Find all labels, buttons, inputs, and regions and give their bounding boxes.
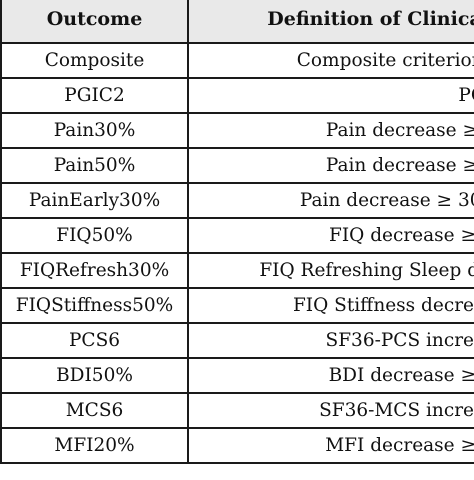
- header-definition: Definition of Clinica: [187, 0, 474, 44]
- outcome-cell: PCS6: [0, 322, 189, 359]
- outcome-cell: Composite: [0, 42, 189, 79]
- definition-cell: PGIC=1,2: [187, 77, 474, 114]
- definition-cell: FIQ Stiffness decre: [187, 287, 474, 324]
- outcome-cell: FIQRefresh30%: [0, 252, 189, 289]
- definition-cell: SF36-PCS incre: [187, 322, 474, 359]
- table-row: PCS6 SF36-PCS incre: [0, 322, 474, 359]
- table-row: Pain30% Pain decrease ≥: [0, 112, 474, 149]
- table-row: Composite Composite criterion combinin: [0, 42, 474, 79]
- outcome-cell: BDI50%: [0, 357, 189, 394]
- table-row: MCS6 SF36-MCS incre: [0, 392, 474, 429]
- outcome-cell: PainEarly30%: [0, 182, 189, 219]
- outcome-cell: PGIC2: [0, 77, 189, 114]
- outcome-cell: Pain50%: [0, 147, 189, 184]
- outcome-cell: Pain30%: [0, 112, 189, 149]
- table-row: FIQStiffness50% FIQ Stiffness decre: [0, 287, 474, 324]
- table-row: FIQRefresh30% FIQ Refreshing Sleep de: [0, 252, 474, 289]
- definition-cell: Pain decrease ≥: [187, 147, 474, 184]
- definition-cell: Composite criterion combinin: [187, 42, 474, 79]
- table-row: PainEarly30% Pain decrease ≥ 30% at end: [0, 182, 474, 219]
- table-row: BDI50% BDI decrease ≥: [0, 357, 474, 394]
- definition-cell: MFI decrease ≥: [187, 427, 474, 464]
- header-row: Outcome Definition of Clinica: [0, 0, 474, 44]
- outcomes-table: Outcome Definition of Clinica Composite …: [0, 0, 474, 464]
- definition-cell: BDI decrease ≥: [187, 357, 474, 394]
- definition-cell: FIQ decrease ≥: [187, 217, 474, 254]
- outcome-cell: MCS6: [0, 392, 189, 429]
- definition-cell: SF36-MCS incre: [187, 392, 474, 429]
- definition-cell: FIQ Refreshing Sleep de: [187, 252, 474, 289]
- header-outcome: Outcome: [0, 0, 189, 44]
- table-row: FIQ50% FIQ decrease ≥: [0, 217, 474, 254]
- outcome-cell: FIQ50%: [0, 217, 189, 254]
- definition-cell: Pain decrease ≥: [187, 112, 474, 149]
- outcome-cell: FIQStiffness50%: [0, 287, 189, 324]
- definition-cell: Pain decrease ≥ 30% at end: [187, 182, 474, 219]
- table-row: PGIC2 PGIC=1,2: [0, 77, 474, 114]
- table-row: MFI20% MFI decrease ≥: [0, 427, 474, 464]
- table-row: Pain50% Pain decrease ≥: [0, 147, 474, 184]
- outcome-cell: MFI20%: [0, 427, 189, 464]
